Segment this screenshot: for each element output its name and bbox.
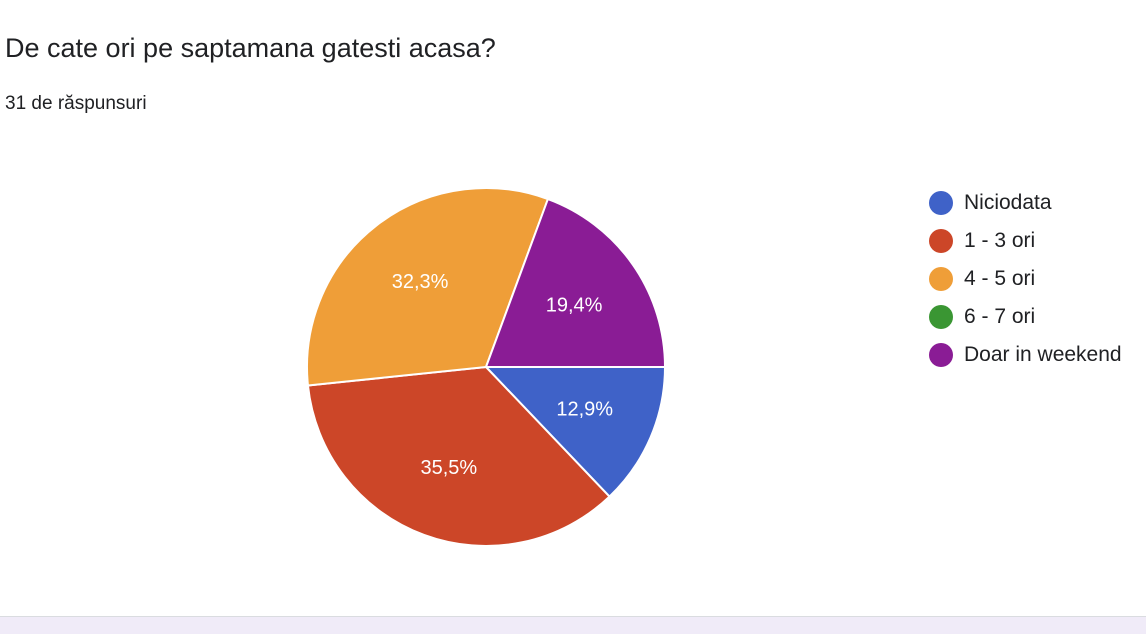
slice-label: 32,3% bbox=[392, 271, 449, 293]
legend-swatch bbox=[929, 267, 953, 291]
legend-item[interactable]: Niciodata bbox=[929, 184, 1122, 222]
pie-slice-niciodata[interactable] bbox=[485, 366, 666, 498]
slice-label: 35,5% bbox=[421, 457, 478, 479]
legend-label: 6 - 7 ori bbox=[964, 305, 1036, 328]
response-count: 31 de răspunsuri bbox=[5, 93, 147, 114]
pie-chart-svg: 12,9% 35,5% 32,3% 19,4% bbox=[306, 187, 666, 547]
pie-slice-1-3-ori[interactable] bbox=[306, 366, 611, 547]
question-card: De cate ori pe saptamana gatesti acasa? … bbox=[0, 33, 1146, 590]
legend-swatch bbox=[929, 343, 953, 367]
legend-label: Niciodata bbox=[964, 191, 1052, 214]
pie-slice-4-5-ori[interactable] bbox=[306, 187, 549, 387]
slice-label: 12,9% bbox=[556, 398, 613, 420]
legend-label: 4 - 5 ori bbox=[964, 267, 1036, 290]
legend-label: 1 - 3 ori bbox=[964, 229, 1036, 252]
footer-bar bbox=[0, 616, 1146, 634]
legend-swatch bbox=[929, 229, 953, 253]
legend-item[interactable]: Doar in weekend bbox=[929, 336, 1122, 374]
chart-legend: Niciodata 1 - 3 ori 4 - 5 ori 6 - 7 ori Doar… bbox=[929, 184, 1122, 374]
legend-item[interactable]: 1 - 3 ori bbox=[929, 222, 1122, 260]
pie-slice-doar-in-weekend[interactable] bbox=[485, 198, 666, 368]
legend-item[interactable]: 6 - 7 ori bbox=[929, 298, 1122, 336]
legend-item[interactable]: 4 - 5 ori bbox=[929, 260, 1122, 298]
legend-swatch bbox=[929, 191, 953, 215]
question-title: De cate ori pe saptamana gatesti acasa? bbox=[5, 33, 496, 63]
legend-swatch bbox=[929, 305, 953, 329]
pie-chart: 12,9% 35,5% 32,3% 19,4% bbox=[0, 150, 1146, 590]
slice-label: 19,4% bbox=[546, 295, 603, 317]
legend-label: Doar in weekend bbox=[964, 343, 1122, 366]
